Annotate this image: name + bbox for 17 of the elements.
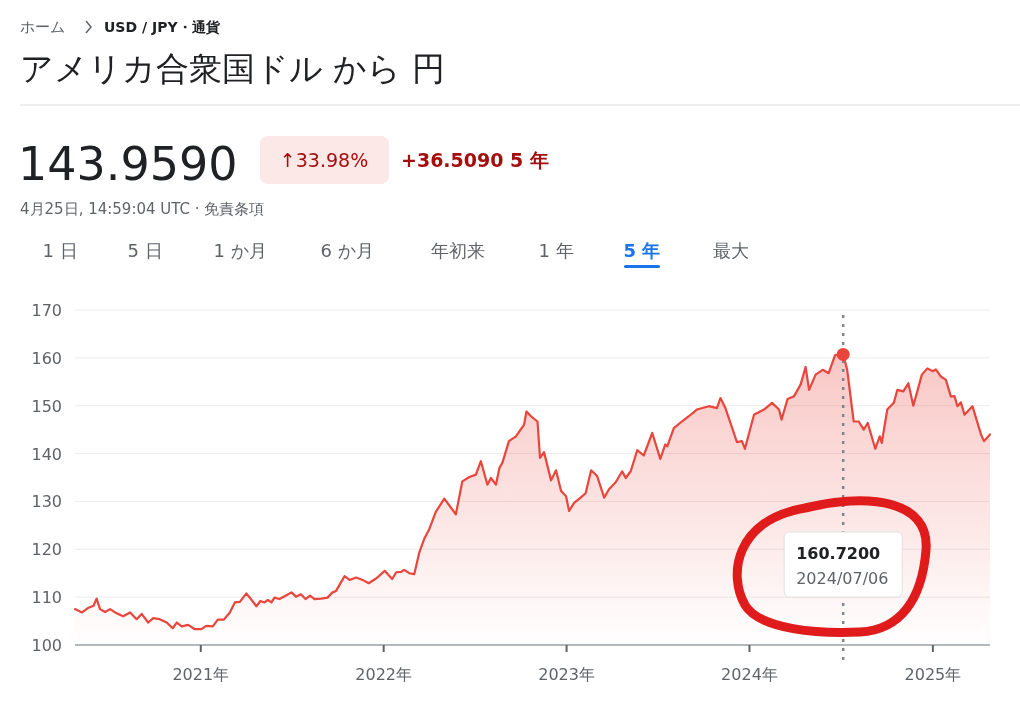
y-tick-label: 150 <box>31 396 62 416</box>
x-tick-label: 2024年 <box>721 665 778 684</box>
y-tick-label: 120 <box>31 540 62 560</box>
x-tick-label: 2022年 <box>355 665 413 684</box>
x-tick-label: 2023年 <box>538 665 595 684</box>
y-tick-label: 140 <box>31 444 62 464</box>
y-tick-label: 130 <box>31 492 62 512</box>
y-tick-label: 110 <box>31 588 62 608</box>
annotation: 160.7200 <box>796 544 881 563</box>
x-tick-label: 2021年 <box>172 665 230 684</box>
chart-title: アメリカ合衆国ドル から 円 <box>20 49 445 88</box>
x-tick-label: 2025年 <box>904 665 962 684</box>
y-tick-label: 160 <box>31 348 62 368</box>
y-tick-label: 170 <box>31 301 62 320</box>
y-tick-label: 100 <box>31 636 62 655</box>
annotation: 2024/07/06 <box>796 569 889 588</box>
header: ホーム USD / JPY・通貨 アメリカ合衆国ドル から 円 143.9590 ↑33.98% +36.5090 5 年 4月25日, 14:59:04 UTC · 免責条項 1 日 5 日 1 か月 6 か月 年初来 1 年 5 年 最大 <box>18 18 1020 268</box>
